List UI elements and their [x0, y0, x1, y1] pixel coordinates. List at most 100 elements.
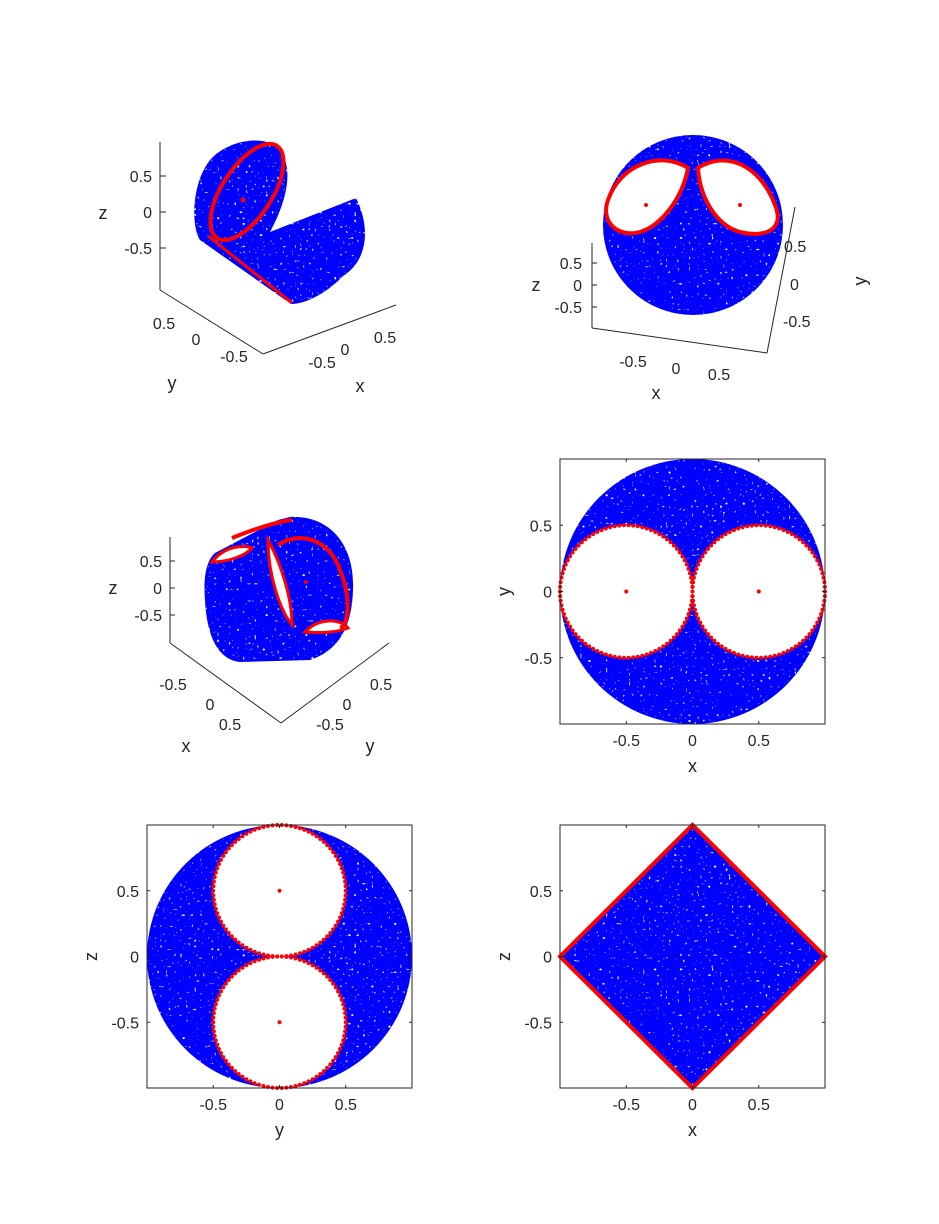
boundary-point: [213, 1038, 218, 1043]
boundary-point: [705, 546, 710, 551]
boundary-point: [781, 650, 786, 655]
boundary-point: [236, 1072, 241, 1077]
boundary-point: [789, 532, 794, 537]
x-tick-label: 0.5: [748, 733, 770, 750]
boundary-point: [595, 529, 600, 534]
boundary-point: [333, 923, 338, 928]
boundary-point: [318, 1072, 323, 1077]
boundary-point: [812, 624, 817, 629]
x-tick-label: 0.5: [748, 1097, 770, 1114]
boundary-point: [212, 875, 217, 880]
boundary-point: [576, 543, 581, 548]
boundary-point: [749, 523, 754, 528]
x-tick-label: -0.5: [612, 733, 640, 750]
z-axis-label: z: [109, 578, 118, 598]
boundary-point: [338, 915, 343, 920]
boundary-point: [759, 655, 764, 660]
boundary-point: [335, 919, 340, 924]
boundary-point: [343, 1024, 348, 1029]
boundary-point: [819, 612, 824, 617]
boundary-point: [216, 915, 221, 920]
boundary-point: [211, 888, 216, 893]
boundary-point: [226, 846, 231, 851]
boundary-point: [657, 646, 662, 651]
boundary-point: [686, 566, 691, 571]
boundary-point: [684, 562, 689, 567]
boundary-point: [341, 906, 346, 911]
boundary-point: [595, 649, 600, 654]
boundary-point: [257, 1082, 262, 1087]
boundary-point: [573, 546, 578, 551]
boundary-point: [682, 620, 687, 625]
boundary-point: [644, 526, 649, 531]
point-cloud: [194, 140, 365, 304]
boundary-curve-rim: [208, 141, 286, 243]
boundary-point: [219, 919, 224, 924]
z-tick-label: 0.5: [130, 169, 152, 186]
boundary-point: [649, 528, 654, 533]
boundary-point: [343, 884, 348, 889]
x-axis-label: x: [182, 736, 191, 756]
boundary-point: [325, 934, 330, 939]
boundary-point: [306, 1079, 311, 1084]
boundary-point: [318, 836, 323, 841]
boundary-point: [690, 584, 695, 589]
boundary-point: [715, 641, 720, 646]
boundary-point: [343, 897, 348, 902]
boundary-point: [229, 974, 234, 979]
boundary-point: [680, 624, 685, 629]
boundary-point: [696, 562, 701, 567]
boundary-point: [820, 571, 825, 576]
boundary-point: [211, 1020, 216, 1025]
boundary-point: [339, 866, 344, 871]
boundary-point: [284, 954, 289, 959]
x-axis-label: x: [356, 376, 365, 396]
boundary-point: [558, 598, 563, 603]
boundary-point: [583, 641, 588, 646]
boundary-point: [223, 981, 228, 986]
boundary-point: [677, 550, 682, 555]
boundary-point: [215, 911, 220, 916]
x-axis-label: x: [688, 756, 697, 776]
boundary-point: [215, 866, 220, 871]
boundary-point: [684, 616, 689, 621]
boundary-curve-rim: [276, 536, 350, 630]
boundary-point: [691, 598, 696, 603]
boundary-point: [240, 943, 245, 948]
boundary-point: [565, 620, 570, 625]
boundary-point: [621, 523, 626, 528]
boundary-point: [215, 997, 220, 1002]
y-tick-label: -0.5: [220, 349, 248, 366]
boundary-point: [343, 888, 348, 893]
y-axis-label: y: [366, 736, 375, 756]
boundary-point: [671, 543, 676, 548]
boundary-point: [690, 594, 695, 599]
boundary-point: [693, 607, 698, 612]
boundary-point: [680, 554, 685, 559]
z-tick-label: -0.5: [554, 300, 582, 317]
boundary-point: [668, 540, 673, 545]
x-tick-label: 0.5: [335, 1097, 357, 1114]
x-axis-label: x: [652, 383, 661, 403]
boundary-point: [343, 1011, 348, 1016]
boundary-point: [325, 843, 330, 848]
y-axis-label: y: [494, 587, 514, 596]
boundary-point: [341, 870, 346, 875]
boundary-point: [675, 546, 680, 551]
boundary-point: [665, 641, 670, 646]
center-marker: [624, 589, 629, 594]
boundary-point: [213, 906, 218, 911]
boundary-point: [644, 652, 649, 657]
boundary-point: [223, 927, 228, 932]
boundary-point: [297, 957, 302, 962]
boundary-point: [318, 940, 323, 945]
boundary-point: [342, 1006, 347, 1011]
z-tick-label: 0.5: [560, 256, 582, 273]
boundary-point: [817, 562, 822, 567]
boundary-point: [740, 525, 745, 530]
x-tick-label: 0.5: [374, 330, 396, 347]
boundary-point: [820, 607, 825, 612]
axes-frame: [159, 142, 397, 355]
boundary-point: [696, 616, 701, 621]
